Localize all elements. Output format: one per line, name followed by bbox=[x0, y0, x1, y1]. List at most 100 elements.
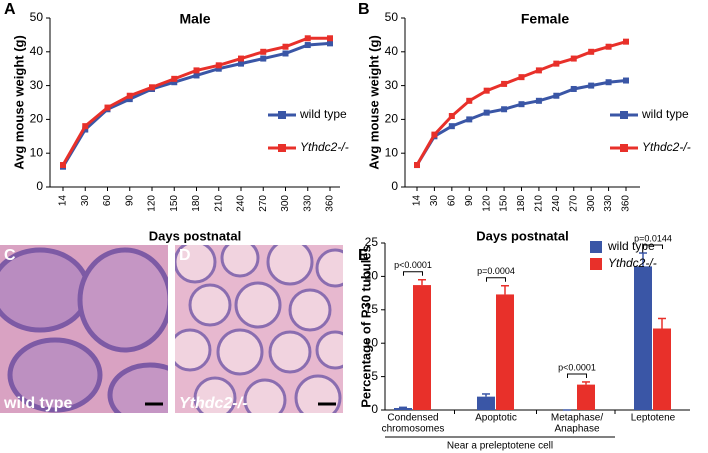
x-tick-label: 14 bbox=[412, 195, 423, 207]
image-caption: Ythdc2-/- bbox=[179, 395, 247, 412]
y-tick-label: 0 bbox=[391, 179, 398, 193]
legend-marker bbox=[278, 111, 286, 119]
x-tick-label: 60 bbox=[446, 195, 457, 207]
annotation: p=0.0144 bbox=[634, 233, 672, 243]
x-tick-label: 270 bbox=[258, 195, 269, 212]
x-tick-label: 90 bbox=[464, 195, 475, 207]
y-tick-label: 40 bbox=[30, 44, 44, 58]
point bbox=[518, 101, 525, 108]
significance-bracket bbox=[643, 244, 663, 250]
point bbox=[327, 40, 333, 47]
point bbox=[518, 74, 525, 81]
significance-bracket bbox=[403, 271, 423, 276]
point bbox=[535, 97, 542, 104]
chart-title: Male bbox=[179, 11, 210, 27]
annotation: p<0.0001 bbox=[394, 260, 432, 270]
x-tick-label: 90 bbox=[124, 195, 135, 207]
point bbox=[570, 55, 577, 62]
y-axis-label: Percentage of P30 tubules bbox=[358, 245, 373, 408]
x-tick-label: 14 bbox=[58, 195, 69, 207]
point bbox=[501, 106, 508, 113]
point bbox=[483, 109, 490, 116]
x-tick-label: chromosomes bbox=[382, 424, 445, 435]
point bbox=[82, 123, 89, 130]
significance-bracket bbox=[567, 373, 587, 378]
point bbox=[215, 62, 222, 69]
point bbox=[535, 67, 542, 74]
point bbox=[126, 92, 133, 99]
x-tick-label: 270 bbox=[568, 195, 579, 212]
x-tick-label: 60 bbox=[102, 195, 113, 207]
y-tick-label: 15 bbox=[365, 302, 379, 316]
x-tick-label: 150 bbox=[499, 195, 510, 212]
point bbox=[171, 75, 178, 82]
y-tick-label: 0 bbox=[371, 402, 378, 416]
panel-label: C bbox=[4, 247, 16, 264]
point bbox=[553, 60, 560, 67]
point bbox=[126, 96, 133, 103]
legend-label: wild type bbox=[641, 107, 689, 121]
x-tick-label: Apoptotic bbox=[475, 413, 517, 424]
point bbox=[149, 84, 155, 91]
y-axis-label: Avg mouse weight (g) bbox=[366, 35, 381, 170]
point bbox=[553, 92, 560, 99]
point bbox=[466, 116, 473, 123]
x-tick-label: 30 bbox=[429, 195, 440, 207]
point bbox=[501, 80, 508, 87]
panel-label: E bbox=[358, 247, 369, 264]
point bbox=[623, 38, 629, 45]
point bbox=[260, 55, 267, 62]
point bbox=[171, 79, 178, 86]
x-tick-label: Anaphase bbox=[554, 424, 599, 435]
x-tick-label: 240 bbox=[551, 195, 562, 212]
point bbox=[588, 48, 595, 55]
point bbox=[304, 35, 311, 42]
x-tick-label: 180 bbox=[191, 195, 202, 212]
y-tick-label: 50 bbox=[385, 10, 399, 24]
y-tick-label: 30 bbox=[385, 78, 399, 92]
annotation: p=0.0004 bbox=[477, 266, 515, 276]
bar bbox=[653, 328, 671, 410]
legend-marker bbox=[590, 258, 602, 270]
x-tick-label: 120 bbox=[481, 195, 492, 212]
bar bbox=[634, 266, 652, 410]
annotation: p<0.0001 bbox=[558, 362, 596, 372]
point bbox=[304, 42, 311, 49]
bar bbox=[413, 285, 431, 410]
point bbox=[215, 65, 222, 72]
x-tick-label: 300 bbox=[280, 195, 291, 212]
point bbox=[82, 126, 89, 133]
x-tick-label: 360 bbox=[621, 195, 632, 212]
y-tick-label: 20 bbox=[385, 112, 399, 126]
y-tick-label: 30 bbox=[30, 78, 44, 92]
bar bbox=[577, 384, 595, 410]
x-tick-label: 180 bbox=[516, 195, 527, 212]
chart-title: Female bbox=[521, 11, 569, 27]
point bbox=[431, 131, 438, 138]
point bbox=[588, 82, 595, 89]
x-tick-label: 240 bbox=[236, 195, 247, 212]
x-tick-label: 330 bbox=[302, 195, 313, 212]
legend-marker bbox=[620, 144, 628, 152]
bar bbox=[394, 407, 412, 410]
point bbox=[282, 50, 289, 57]
x-tick-label: 150 bbox=[169, 195, 180, 212]
x-tick-label: 360 bbox=[325, 195, 336, 212]
point bbox=[193, 67, 200, 74]
point bbox=[327, 35, 333, 42]
legend-label: Ythdc2-/- bbox=[300, 140, 349, 154]
x-tick-label: 30 bbox=[80, 195, 91, 207]
point bbox=[448, 123, 455, 130]
legend-label: wild type bbox=[607, 239, 655, 253]
y-tick-label: 25 bbox=[365, 235, 379, 249]
y-tick-label: 40 bbox=[385, 44, 399, 58]
point bbox=[483, 87, 490, 94]
point bbox=[238, 60, 244, 67]
point bbox=[570, 85, 577, 92]
point bbox=[60, 162, 66, 169]
y-tick-label: 20 bbox=[365, 269, 379, 283]
y-tick-label: 10 bbox=[30, 145, 44, 159]
x-tick-label: Condensed bbox=[387, 413, 438, 424]
y-tick-label: 0 bbox=[36, 179, 43, 193]
group-label: Near a preleptotene cell bbox=[447, 441, 553, 452]
